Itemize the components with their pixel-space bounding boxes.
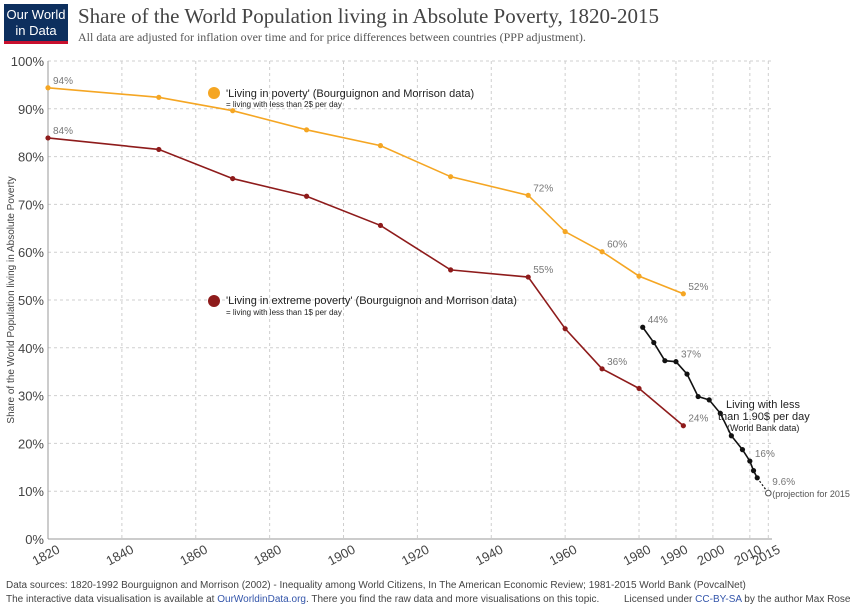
x-tick-label: 1860	[177, 542, 210, 569]
legend-note-poverty: = living with less than 2$ per day	[226, 100, 342, 109]
legend-label-worldbank-1: Living with less	[726, 399, 800, 411]
y-tick-label: 0%	[25, 532, 44, 547]
logo-line-2: in Data	[15, 23, 57, 38]
data-point-world-bank-1-90-dollar	[728, 433, 734, 439]
data-point-poverty-2-dollar	[448, 174, 454, 180]
projection-note: (projection for 2015)	[772, 489, 850, 499]
chart-subtitle: All data are adjusted for inflation over…	[78, 30, 586, 44]
y-tick-label: 80%	[18, 150, 44, 165]
x-tick-label: 1960	[547, 542, 580, 569]
y-tick-label: 100%	[11, 54, 45, 69]
legend-marker-poverty	[208, 87, 220, 99]
legend-note-extreme: = living with less than 1$ per day	[226, 308, 342, 317]
data-label: 60%	[607, 240, 627, 251]
data-point-extreme-poverty-1-dollar	[377, 222, 384, 229]
data-point-world-bank-1-90-dollar	[673, 359, 679, 365]
data-point-extreme-poverty-1-dollar	[448, 267, 454, 273]
footer-license-post: by the author Max Roser.	[741, 594, 850, 605]
data-point-world-bank-1-90-dollar	[747, 458, 753, 464]
y-tick-label: 20%	[18, 436, 44, 451]
x-tick-label: 1980	[621, 542, 654, 569]
data-label: 52%	[688, 282, 708, 293]
data-point-world-bank-1-90-dollar	[695, 393, 701, 400]
data-point-poverty-2-dollar	[230, 108, 236, 114]
y-tick-label: 60%	[18, 245, 44, 260]
x-tick-label: 1840	[103, 542, 136, 569]
data-point-extreme-poverty-1-dollar	[156, 146, 162, 153]
y-axis-title: Share of the World Population living in …	[6, 176, 17, 423]
y-tick-label: 40%	[18, 341, 44, 356]
data-label: 16%	[755, 449, 775, 460]
footer-interactive-post: . There you find the raw data and more v…	[305, 594, 600, 605]
y-tick-label: 90%	[18, 102, 44, 117]
data-point-extreme-poverty-1-dollar	[230, 175, 236, 182]
data-point-poverty-2-dollar	[562, 229, 568, 235]
x-tick-label: 1990	[658, 542, 691, 569]
legend-note-worldbank: (World Bank data)	[727, 423, 799, 433]
data-label: 55%	[533, 265, 553, 276]
footer-license-pre: Licensed under	[624, 594, 696, 605]
data-point-poverty-2-dollar	[599, 249, 605, 255]
data-point-world-bank-1-90-dollar	[651, 339, 657, 346]
legend-label-poverty: 'Living in poverty' (Bourguignon and Mor…	[226, 88, 474, 100]
data-point-world-bank-1-90-dollar	[717, 410, 723, 416]
data-label: 44%	[648, 315, 668, 326]
data-point-poverty-2-dollar	[156, 94, 162, 100]
data-label: 84%	[53, 126, 73, 137]
x-tick-label: 1900	[325, 542, 358, 569]
data-point-poverty-2-dollar	[377, 143, 384, 149]
footer-interactive: The interactive data visualisation is av…	[6, 594, 599, 605]
data-label: 72%	[533, 183, 553, 194]
data-label: 36%	[607, 357, 627, 368]
data-point-world-bank-1-90-dollar	[662, 358, 668, 364]
owid-link[interactable]: OurWorldinData.org	[217, 594, 306, 605]
data-point-world-bank-1-90-dollar	[706, 397, 712, 403]
data-label: 24%	[688, 414, 708, 425]
x-tick-label: 2000	[694, 542, 727, 569]
x-tick-label: 1940	[473, 542, 506, 569]
data-point-extreme-poverty-1-dollar	[303, 193, 310, 199]
data-label: 94%	[53, 76, 73, 87]
license-link[interactable]: CC-BY-SA	[695, 594, 742, 605]
x-tick-label: 1880	[251, 542, 284, 569]
logo-line-1: Our World	[6, 7, 66, 22]
data-point-extreme-poverty-1-dollar	[599, 366, 605, 372]
data-point-world-bank-1-90-dollar	[684, 371, 690, 377]
data-point-poverty-2-dollar	[525, 192, 531, 198]
footer-sources: Data sources: 1820-1992 Bourguignon and …	[6, 580, 746, 591]
data-point-extreme-poverty-1-dollar	[680, 423, 686, 429]
series-line-extreme-poverty-1-dollar	[47, 137, 684, 427]
data-point-poverty-2-dollar	[303, 127, 310, 133]
legend-marker-extreme	[208, 295, 220, 307]
x-tick-label: 1920	[399, 542, 432, 569]
data-point-world-bank-1-90-dollar	[739, 447, 746, 453]
footer-interactive-pre: The interactive data visualisation is av…	[6, 594, 218, 605]
data-point-extreme-poverty-1-dollar	[562, 326, 568, 332]
data-point-extreme-poverty-1-dollar	[45, 135, 51, 141]
projection-label: 9.6%	[772, 477, 795, 488]
y-tick-label: 70%	[18, 197, 44, 212]
data-point-poverty-2-dollar	[680, 291, 686, 297]
footer-license: Licensed under CC-BY-SA by the author Ma…	[624, 594, 850, 605]
y-tick-label: 50%	[18, 293, 44, 308]
owid-logo: Our World in Data	[4, 4, 68, 44]
projection-line	[756, 477, 769, 494]
y-tick-label: 10%	[18, 484, 44, 499]
data-point-poverty-2-dollar	[636, 273, 642, 279]
data-point-extreme-poverty-1-dollar	[525, 274, 531, 280]
legend-label-worldbank-2: than 1.90$ per day	[718, 411, 810, 423]
data-point-poverty-2-dollar	[45, 85, 51, 91]
data-label: 37%	[681, 350, 701, 361]
data-point-world-bank-1-90-dollar	[640, 324, 646, 330]
data-point-world-bank-1-90-dollar	[750, 468, 757, 474]
y-tick-label: 30%	[18, 389, 44, 404]
projection-point	[765, 489, 772, 497]
data-point-extreme-poverty-1-dollar	[636, 385, 642, 392]
legend-label-extreme: 'Living in extreme poverty' (Bourguignon…	[226, 295, 517, 307]
series-line-poverty-2-dollar	[47, 86, 684, 295]
chart-title: Share of the World Population living in …	[78, 4, 660, 28]
